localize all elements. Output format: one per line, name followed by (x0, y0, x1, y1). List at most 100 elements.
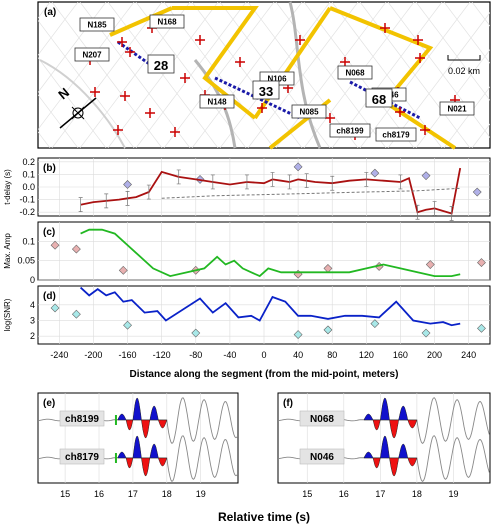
positive-lobe (117, 451, 127, 459)
station-marker (295, 35, 305, 45)
station-marker (395, 107, 405, 117)
x-tick-label: -240 (50, 350, 68, 360)
error-bar (449, 206, 454, 221)
data-marker (293, 330, 303, 340)
station-label-box (291, 104, 327, 119)
station-label-box (329, 123, 371, 138)
station-label: N085 (299, 108, 319, 117)
error-bar (304, 173, 309, 189)
station-marker (415, 53, 425, 63)
station-marker (125, 47, 135, 57)
x-tick-label: -160 (119, 350, 137, 360)
negative-lobe (389, 419, 399, 439)
station-marker (90, 87, 100, 97)
station-label: N106 (267, 75, 287, 84)
station-label: N185 (87, 21, 107, 30)
error-bar (270, 172, 275, 187)
y-axis-label: log(SNR) (3, 298, 12, 331)
scale-bar-label: 0.02 km (448, 66, 480, 76)
station-label: N148 (207, 98, 227, 107)
panel-tag-a: (a) (44, 7, 56, 18)
error-bar (398, 174, 403, 190)
y-tick-label: 0.1 (22, 236, 35, 246)
segment-number-box (147, 54, 175, 74)
station-marker (117, 37, 127, 47)
positive-lobe (380, 397, 390, 421)
error-bar (210, 174, 215, 190)
error-bar (176, 169, 181, 185)
data-marker (477, 258, 486, 268)
positive-lobe (132, 397, 142, 421)
station-label-box (439, 101, 475, 116)
error-bar (244, 174, 249, 190)
profile-68 (349, 80, 421, 120)
x-tick-label: 19 (448, 489, 458, 499)
series-line (80, 167, 462, 215)
y-tick-label: 0.0 (22, 182, 35, 192)
positive-lobe (149, 405, 159, 421)
negative-lobe (141, 419, 151, 439)
error-bar (78, 197, 83, 213)
station-label: N207 (82, 51, 102, 60)
x-tick-label: -80 (189, 350, 202, 360)
station-labels: N185N168N207N106N085N068N148N046N021ch81… (74, 14, 475, 142)
fault-segments (109, 6, 457, 150)
station-label-box (337, 65, 373, 80)
data-marker (50, 240, 60, 250)
y-tick-label: -0.1 (19, 195, 35, 205)
error-bar (125, 190, 130, 206)
y-tick-label: -0.2 (19, 207, 35, 217)
map-panel: N185N168N207N106N085N068N148N046N021ch81… (37, 1, 491, 150)
error-bar (330, 175, 335, 191)
data-marker (191, 328, 201, 338)
negative-lobe (141, 457, 151, 477)
data-marker (370, 168, 380, 178)
y-axis-label: Max. Amp (3, 233, 12, 269)
panel-tag: (c) (43, 227, 55, 238)
panel-tag: (d) (43, 291, 56, 302)
trace-label-box (299, 448, 345, 465)
panel-tag: (b) (43, 163, 56, 174)
positive-lobe (398, 405, 409, 421)
data-marker (477, 323, 486, 333)
negative-lobe (407, 419, 418, 429)
negative-lobe (125, 457, 134, 469)
station-label-box (375, 127, 417, 142)
x-tick-label: 16 (94, 489, 104, 499)
error-bar (287, 174, 292, 190)
station-marker (235, 57, 245, 67)
negative-lobe (389, 457, 399, 477)
station-marker (380, 23, 390, 33)
x-tick-label: 17 (128, 489, 138, 499)
error-bar (364, 172, 369, 187)
y-tick-label: 4 (30, 300, 35, 310)
x-tick-label: 17 (375, 489, 385, 499)
x-tick-label: 18 (412, 489, 422, 499)
positive-lobe (132, 435, 142, 459)
fiber-trace-1 (288, 1, 322, 149)
x-axis-label: Distance along the segment (from the mid… (130, 369, 399, 380)
negative-lobe (125, 419, 134, 431)
station-label-box (199, 94, 235, 109)
station-label: ch8199 (336, 127, 364, 136)
x-tick-label: -40 (223, 350, 236, 360)
negative-lobe (372, 419, 381, 431)
station-label-box (149, 14, 185, 29)
data-marker (323, 325, 333, 335)
station-label: N068 (345, 69, 365, 78)
data-marker (293, 162, 303, 172)
y-tick-label: 0.1 (22, 169, 35, 179)
x-tick-label: -120 (153, 350, 171, 360)
station-label: ch8179 (382, 131, 410, 140)
trace-label-box (299, 410, 345, 427)
x-tick-label: 15 (302, 489, 312, 499)
trace-label: ch8199 (65, 414, 99, 425)
data-marker (425, 260, 435, 269)
error-bar (146, 184, 151, 200)
y-axis-label: t-delay (s) (3, 169, 12, 205)
series-line (79, 286, 461, 327)
x-tick-label: 80 (327, 350, 337, 360)
x-tick-label: 18 (162, 489, 172, 499)
x-tick-label: 200 (427, 350, 442, 360)
error-bar (415, 204, 420, 220)
